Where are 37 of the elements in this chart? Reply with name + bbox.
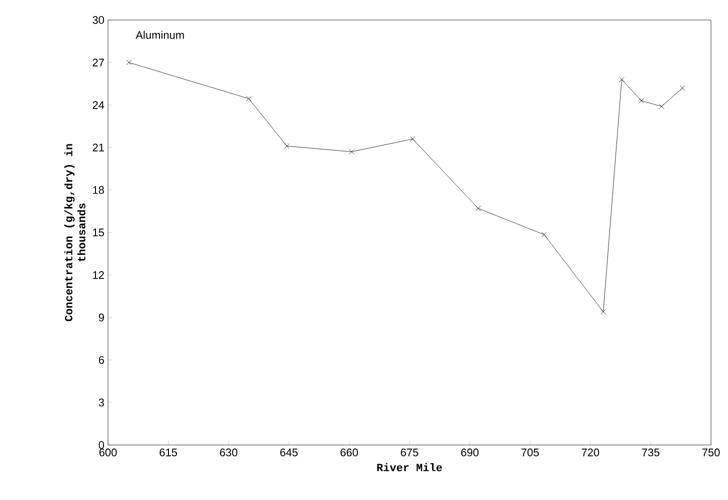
y-tick-label: 18 <box>93 186 104 194</box>
x-tick-label: 645 <box>280 448 298 456</box>
y-tick-label: 21 <box>92 144 104 152</box>
point <box>126 60 132 66</box>
x-tick-label: 615 <box>160 448 178 456</box>
y-tick-label: 6 <box>98 356 104 364</box>
y-axis-title: Concentration (g/kg,dry) in thousands <box>64 144 86 322</box>
point <box>348 149 354 154</box>
point <box>638 98 644 104</box>
x-tick-label: 720 <box>582 448 600 456</box>
x-axis-title: River Mile <box>377 463 442 472</box>
point <box>658 104 664 110</box>
point <box>619 76 624 82</box>
y-tick-label: 24 <box>92 101 104 109</box>
y-tick-label: 27 <box>92 58 104 66</box>
point <box>410 136 416 142</box>
x-tick-label: 750 <box>702 448 720 456</box>
y-tick-label: 3 <box>98 398 104 406</box>
point <box>246 96 252 102</box>
y-tick-label: 0 <box>98 441 104 449</box>
x-tick-label: 630 <box>220 448 238 456</box>
point <box>680 85 686 91</box>
y-tick-label: 30 <box>92 16 104 24</box>
x-tick-label: 675 <box>400 448 418 456</box>
x-tick-label: 690 <box>461 448 479 456</box>
x-tick-label: 600 <box>99 448 117 456</box>
point <box>284 143 290 149</box>
y-tick-label: 12 <box>93 271 104 279</box>
y-tick-label: 15 <box>93 228 104 236</box>
y-tick-label: 9 <box>98 314 104 322</box>
x-tick-label: 735 <box>642 448 660 456</box>
x-tick-label: 705 <box>521 448 539 456</box>
annotation: Aluminum <box>136 30 184 39</box>
point <box>541 232 547 238</box>
x-tick-label: 660 <box>340 448 358 456</box>
point <box>476 206 481 212</box>
point <box>600 309 606 314</box>
